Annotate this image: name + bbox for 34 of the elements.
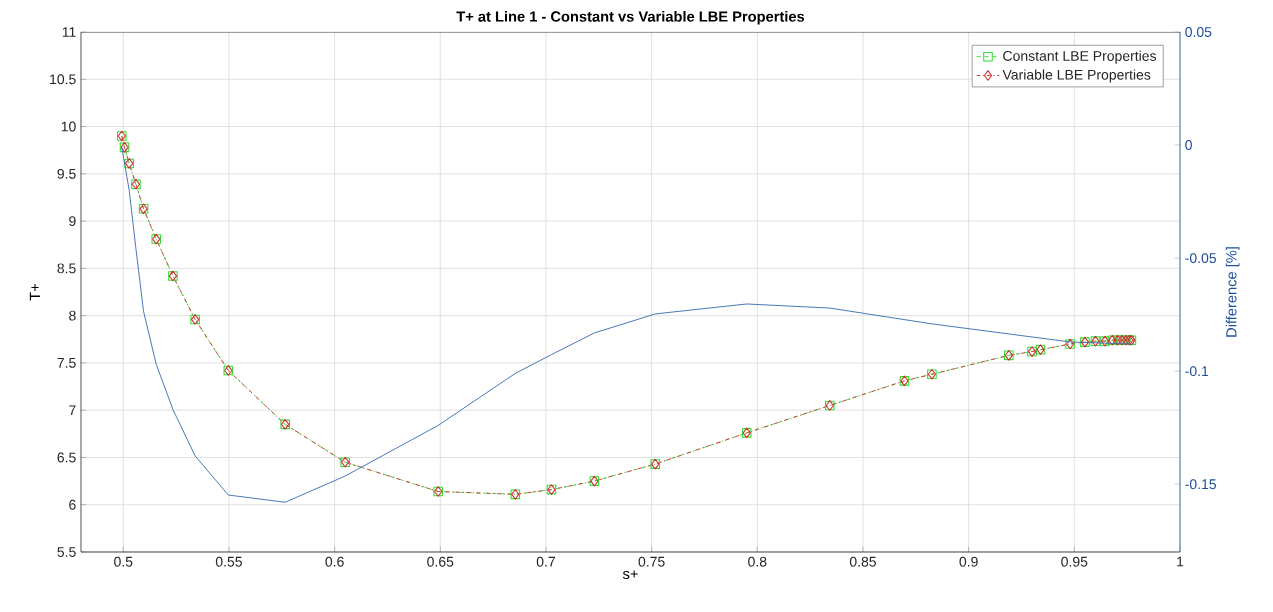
y-tick-label: 11	[62, 27, 76, 37]
y-tick-label: 6.5	[57, 452, 76, 463]
x-tick-label: 0.7	[536, 556, 555, 567]
x-tick-label: 0.55	[215, 556, 242, 567]
y-tick-label: 10	[61, 121, 76, 132]
y-tick-label: 8	[69, 310, 76, 321]
x-tick-label: 0.65	[427, 556, 454, 567]
y-tick-label: 9	[69, 216, 76, 227]
y-tick-label: 7	[69, 405, 76, 415]
y2-tick-label: -0.1	[1185, 366, 1209, 377]
y-tick-label: 9.5	[57, 168, 76, 179]
x-tick-label: 0.6	[325, 556, 344, 567]
x-tick-label: 0.85	[849, 556, 877, 567]
y2-tick-label: 0.05	[1185, 27, 1212, 37]
x-tick-label: 0.5	[114, 556, 133, 567]
x-tick-label: 0.8	[748, 556, 767, 567]
y-tick-label: 10.5	[50, 74, 76, 85]
y-tick-label: 5.5	[57, 547, 76, 557]
legend-label: Constant LBE Properties	[1003, 50, 1157, 64]
y2-tick-label: -0.15	[1185, 479, 1217, 490]
y2-tick-label: 0	[1185, 140, 1192, 151]
y2-axis-title: Difference [%]	[1225, 247, 1240, 337]
x-axis-title: s+	[622, 570, 638, 580]
legend-label: Variable LBE Properties	[1002, 69, 1151, 83]
chart-title: T+ at Line 1 - Constant vs Variable LBE Properties	[456, 10, 805, 25]
y-tick-label: 6	[69, 499, 76, 510]
x-tick-label: 0.95	[1061, 556, 1088, 567]
y-tick-label: 7.5	[57, 358, 76, 368]
x-tick-label: 0.9	[959, 556, 978, 567]
x-tick-label: 1	[1177, 556, 1184, 567]
y2-tick-label: -0.05	[1185, 253, 1217, 264]
x-tick-label: 0.75	[638, 556, 665, 567]
y-tick-label: 8.5	[57, 263, 76, 274]
y-axis-title: T+	[29, 283, 40, 301]
